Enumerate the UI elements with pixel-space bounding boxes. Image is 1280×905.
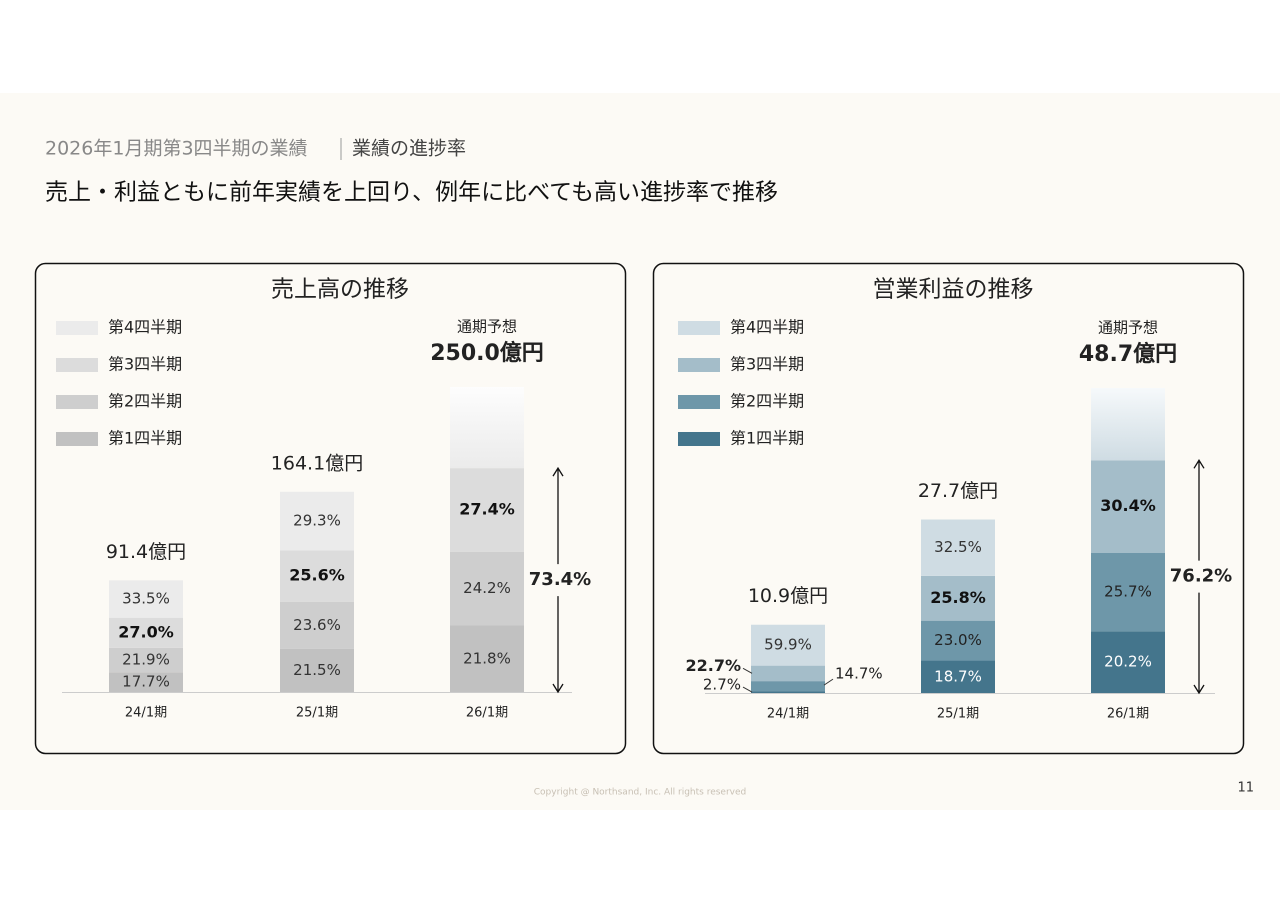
legend-swatch (678, 358, 720, 372)
data-label: 33.5% (122, 590, 170, 608)
legend-label: 第3四半期 (730, 355, 804, 374)
data-label: 23.0% (934, 631, 982, 649)
page-number: 11 (1237, 781, 1254, 796)
x-tick-label: 26/1期 (466, 706, 508, 721)
x-tick-label: 24/1期 (125, 706, 167, 721)
x-tick-label: 25/1期 (937, 707, 979, 722)
legend-swatch (56, 321, 98, 335)
bar-segment (109, 580, 183, 618)
bar-segment (751, 624, 825, 666)
legend-label: 第1四半期 (108, 429, 182, 448)
data-label: 25.8% (930, 588, 986, 607)
data-label: 23.6% (293, 616, 341, 634)
legend-label: 第2四半期 (730, 392, 804, 411)
legend-swatch (678, 432, 720, 446)
bar-segment (109, 672, 183, 692)
legend-swatch (678, 395, 720, 409)
data-label: 21.8% (463, 649, 511, 667)
x-tick-label: 25/1期 (296, 706, 338, 721)
forecast-label: 通期予想 (457, 318, 517, 336)
total-label: 27.7億円 (918, 480, 998, 502)
bar-segment (450, 551, 524, 626)
data-label: 20.2% (1104, 653, 1152, 671)
copyright: Copyright @ Northsand, Inc. All rights r… (534, 788, 747, 798)
data-label: 17.7% (122, 673, 170, 691)
bar-segment (751, 665, 825, 682)
bar-segment (450, 468, 524, 552)
bar-segment (751, 681, 825, 692)
bar-segment (921, 660, 995, 693)
bar-segment (280, 648, 354, 692)
data-label: 25.6% (289, 566, 345, 585)
legend-label: 第4四半期 (730, 318, 804, 337)
bar-segment (280, 491, 354, 551)
chart-title: 営業利益の推移 (873, 277, 1034, 303)
forecast-remainder (450, 387, 524, 469)
panel (34, 262, 627, 755)
legend-swatch (56, 358, 98, 372)
slide-background (0, 93, 1280, 810)
bar-segment (280, 550, 354, 602)
data-label: 27.4% (459, 499, 515, 518)
leader-line (823, 678, 834, 686)
legend-label: 第1四半期 (730, 429, 804, 448)
data-label: 30.4% (1100, 496, 1156, 515)
bar-segment (921, 620, 995, 661)
data-label: 59.9% (764, 636, 812, 654)
leader-line (742, 686, 753, 693)
legend-swatch (56, 395, 98, 409)
data-label: 2.7% (703, 676, 741, 694)
data-label: 24.2% (463, 579, 511, 597)
data-label: 32.5% (934, 538, 982, 556)
total-label: 48.7億円 (1079, 341, 1177, 367)
chart-title: 売上高の推移 (271, 277, 409, 303)
forecast-remainder (1091, 388, 1165, 461)
total-label: 164.1億円 (271, 452, 363, 474)
header-topic: 業績の進捗率 (352, 138, 466, 160)
leader-line (742, 667, 753, 674)
legend-swatch (678, 321, 720, 335)
data-label: 22.7% (685, 656, 741, 675)
data-label: 21.5% (293, 661, 341, 679)
bar-segment (751, 691, 825, 693)
bar-segment (109, 647, 183, 673)
total-label: 250.0億円 (430, 340, 544, 366)
bar-segment (921, 575, 995, 621)
x-tick-label: 26/1期 (1107, 707, 1149, 722)
x-tick-label: 24/1期 (767, 707, 809, 722)
bar-segment (450, 625, 524, 692)
panel (652, 262, 1245, 755)
total-label: 10.9億円 (748, 585, 828, 607)
progress-arrow (1193, 459, 1205, 695)
bar-segment (280, 601, 354, 649)
legend-label: 第2四半期 (108, 392, 182, 411)
progress-arrow (552, 466, 564, 694)
bar-segment (1091, 460, 1165, 554)
legend-label: 第4四半期 (108, 318, 182, 337)
header-section: 2026年1月期第3四半期の業績 (45, 138, 308, 160)
forecast-label: 通期予想 (1098, 319, 1158, 337)
bar-segment (1091, 553, 1165, 632)
bar-segment (921, 519, 995, 576)
data-label: 29.3% (293, 512, 341, 530)
bar-segment (109, 617, 183, 648)
data-label: 25.7% (1104, 583, 1152, 601)
data-label: 27.0% (118, 622, 174, 641)
total-label: 91.4億円 (106, 541, 186, 563)
bar-segment (1091, 631, 1165, 693)
legend-label: 第3四半期 (108, 355, 182, 374)
progress-label: 76.2% (1170, 566, 1232, 587)
data-label: 14.7% (835, 665, 883, 683)
data-label: 18.7% (934, 667, 982, 685)
legend-swatch (56, 432, 98, 446)
data-label: 21.9% (122, 651, 170, 669)
slide-title: 売上・利益ともに前年実績を上回り、例年に比べても高い進捗率で推移 (45, 180, 778, 206)
progress-label: 73.4% (529, 569, 591, 590)
